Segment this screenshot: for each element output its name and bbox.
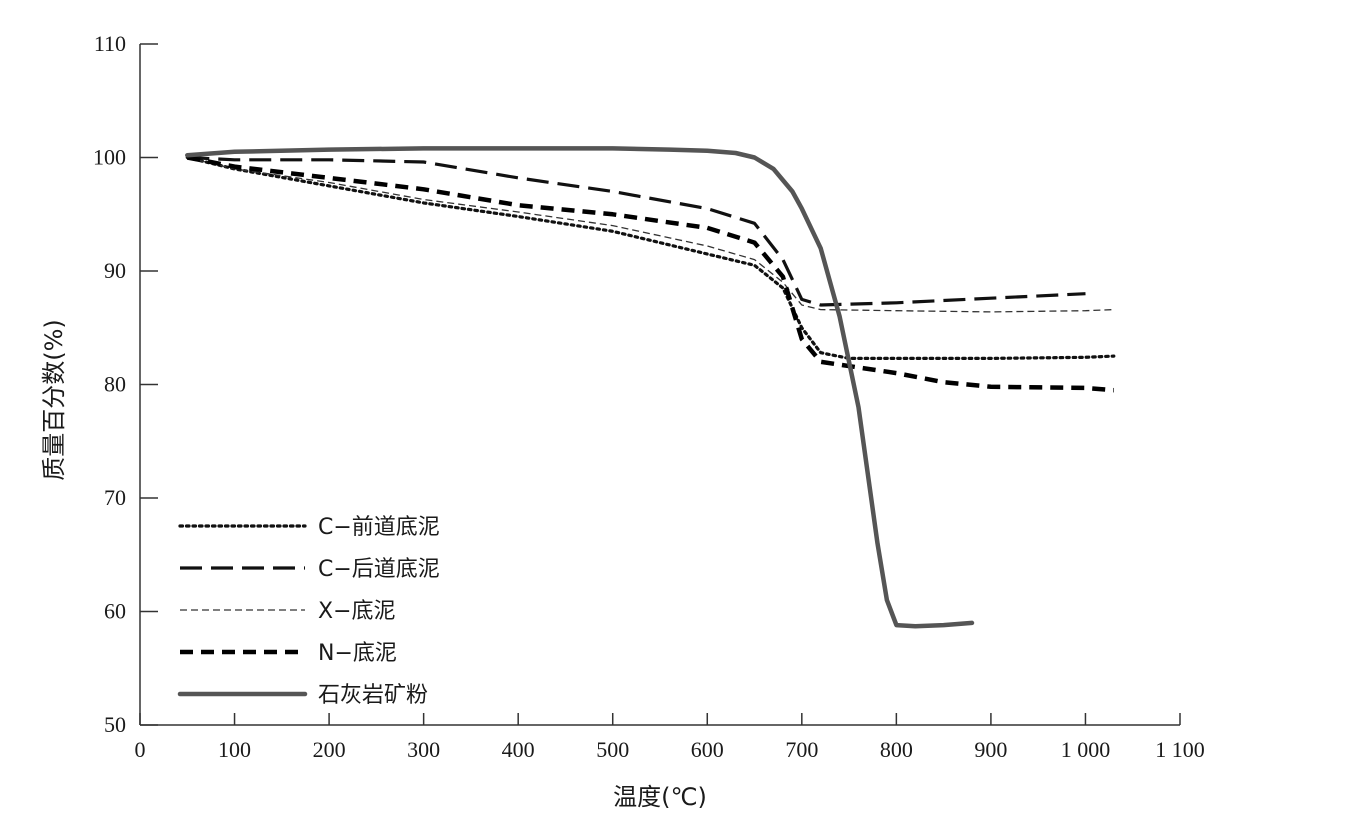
x-tick-label: 900 [974,737,1007,762]
series-line-1 [185,155,1116,360]
legend-label-3: X−底泥 [318,599,396,624]
x-tick-label: 100 [218,737,251,762]
series-line-2 [187,155,1086,307]
series-line-5 [185,146,975,629]
x-tick-label: 700 [785,737,818,762]
series-line-4 [186,155,1114,393]
y-tick-label: 60 [104,599,126,624]
y-axis-title: 质量百分数(%) [40,319,68,481]
series-line-3 [187,156,1114,313]
y-tick-label: 90 [104,258,126,283]
series-group [185,146,1116,629]
legend-label-5: 石灰岩矿粉 [318,683,428,708]
legend-label-2: C−后道底泥 [318,557,440,582]
x-tick-label: 300 [407,737,440,762]
x-tick-label: 200 [313,737,346,762]
x-tick-label: 800 [880,737,913,762]
x-axis-title: 温度(℃) [613,783,707,811]
x-tick-label: 400 [502,737,535,762]
x-tick-label: 1 100 [1155,737,1205,762]
x-tick-label: 0 [135,737,146,762]
x-tick-label: 1 000 [1061,737,1111,762]
y-tick-label: 80 [104,372,126,397]
axes: 50 60 70 80 90 100 110 0 100 200 300 400 500 600 700 80… [93,31,1205,762]
legend-label-1: C−前道底泥 [318,515,440,540]
x-tick-label: 500 [596,737,629,762]
x-tick-label: 600 [691,737,724,762]
y-tick-label: 100 [93,145,126,170]
y-tick-label: 50 [104,712,126,737]
legend-label-4: N−底泥 [318,641,397,666]
y-tick-label: 110 [94,31,126,56]
y-tick-label: 70 [104,485,126,510]
